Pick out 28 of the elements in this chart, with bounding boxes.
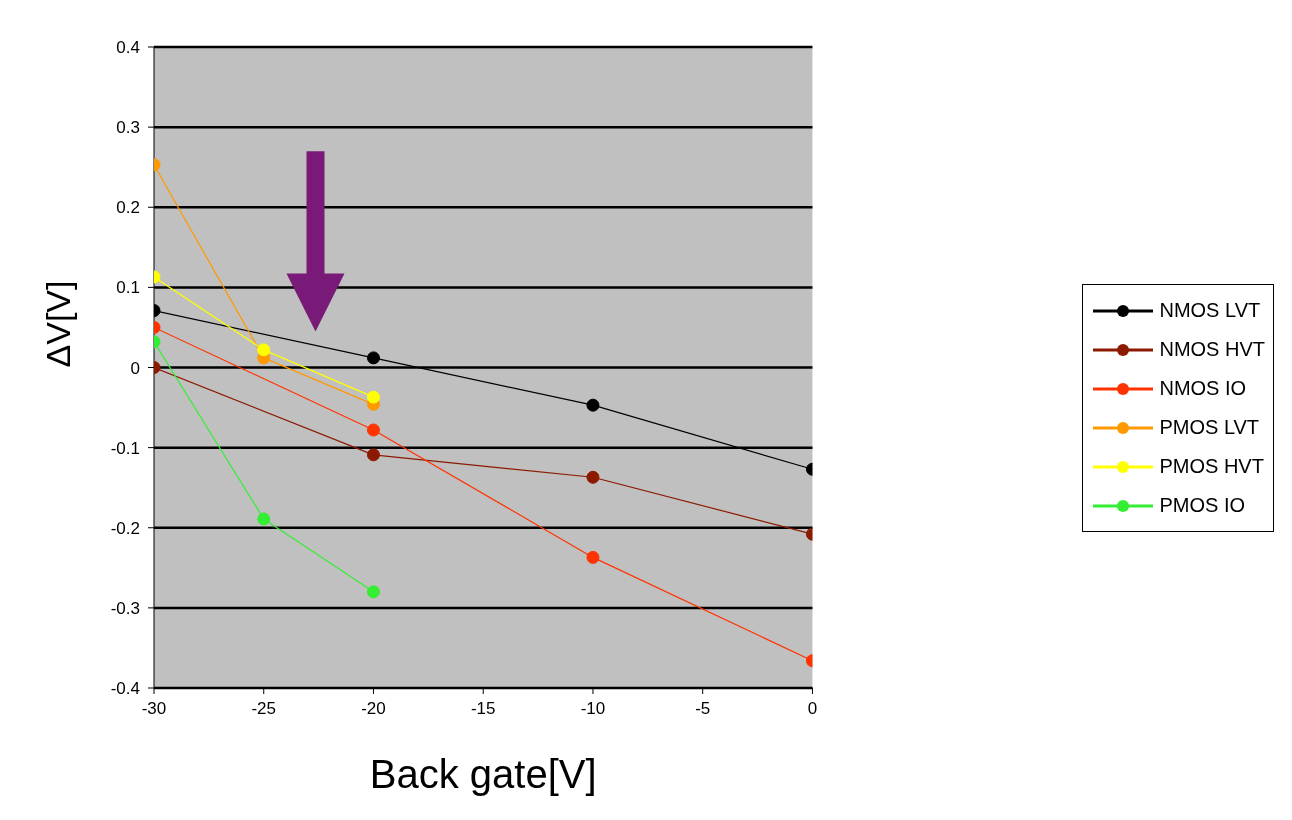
y-tick-label: -0.4 bbox=[110, 679, 140, 699]
legend-label: NMOS LVT bbox=[1159, 299, 1261, 322]
point bbox=[366, 390, 380, 404]
x-tick-label: -30 bbox=[141, 699, 167, 719]
y-tick-label: 0.2 bbox=[116, 198, 140, 218]
point bbox=[366, 585, 380, 599]
x-axis-title: Back gate[V] bbox=[369, 752, 597, 796]
point bbox=[257, 343, 271, 357]
legend-label: PMOS HVT bbox=[1159, 455, 1264, 478]
y-tick-label: 0 bbox=[130, 358, 140, 378]
x-tick-label: -10 bbox=[580, 699, 606, 719]
point bbox=[257, 512, 271, 526]
y-tick-label: 0.1 bbox=[116, 278, 140, 298]
legend-label: PMOS IO bbox=[1159, 494, 1246, 517]
y-tick-label: -0.1 bbox=[110, 438, 140, 458]
legend-label: NMOS HVT bbox=[1159, 338, 1265, 361]
x-tick-label: -25 bbox=[251, 699, 277, 719]
y-tick-label: 0.3 bbox=[116, 118, 140, 138]
y-tick-label: -0.3 bbox=[110, 598, 140, 618]
y-tick-label: 0.4 bbox=[116, 38, 140, 58]
legend-label: PMOS LVT bbox=[1159, 416, 1260, 439]
legend-label: NMOS IO bbox=[1159, 377, 1247, 400]
y-axis-title: ΔV[V] bbox=[39, 280, 78, 368]
x-tick-label: -20 bbox=[361, 699, 386, 719]
y-tick-label: -0.2 bbox=[110, 518, 140, 538]
x-tick-label: -15 bbox=[470, 699, 496, 719]
x-tick-label: 0 bbox=[807, 699, 818, 719]
x-tick-label: -5 bbox=[695, 699, 711, 719]
